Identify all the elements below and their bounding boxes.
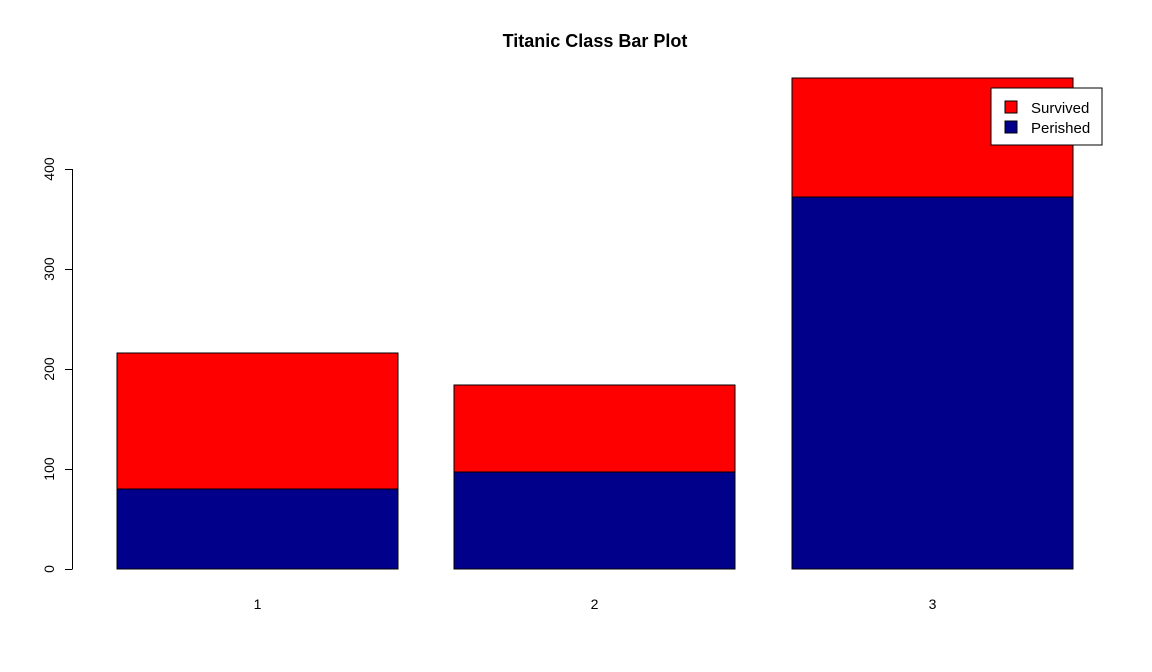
y-tick-label-300: 300 [41,257,57,281]
legend-swatch-survived [1004,100,1018,114]
bars-group [116,77,1074,570]
legend: Survived Perished [990,87,1103,146]
chart-title: Titanic Class Bar Plot [503,31,688,51]
x-tick-label-1: 1 [254,596,262,612]
bar-survived-class-2 [453,384,736,473]
y-tick-label-200: 200 [41,357,57,381]
bar-perished-class-1 [116,488,399,570]
legend-swatch-perished [1004,120,1018,134]
x-axis-labels: 1 2 3 [254,596,937,612]
y-tick-label-0: 0 [41,565,57,573]
legend-label-perished: Perished [1031,120,1090,137]
y-axis: 0 100 200 300 400 [41,157,73,573]
bar-perished-class-2 [453,471,736,570]
bar-survived-class-1 [116,352,399,490]
x-tick-label-2: 2 [591,596,599,612]
y-tick-label-100: 100 [41,457,57,481]
legend-box [990,87,1103,146]
bar-perished-class-3 [791,196,1074,570]
legend-label-survived: Survived [1031,100,1089,117]
y-tick-label-400: 400 [41,157,57,181]
x-tick-label-3: 3 [929,596,937,612]
